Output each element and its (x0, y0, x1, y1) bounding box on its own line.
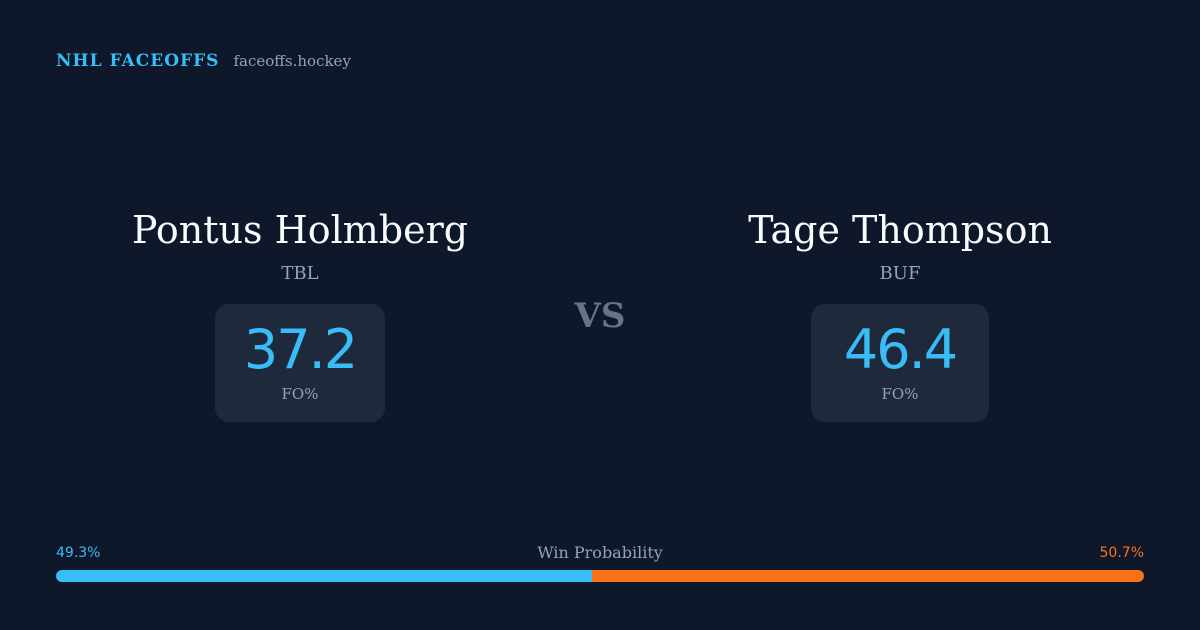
player-left-name: Pontus Holmberg (131, 208, 469, 252)
player-left-team: TBL (281, 263, 319, 284)
win-probability-left-fill (56, 570, 593, 582)
player-right-name: Tage Thompson (748, 208, 1052, 252)
player-right-stat-label: FO% (881, 385, 919, 403)
player-right-team: BUF (879, 263, 921, 284)
brand-title: NHL FACEOFFS (56, 51, 220, 71)
player-left-stat-card: 37.2 FO% (215, 304, 385, 422)
win-probability-bar (56, 570, 1144, 582)
win-probability-left-label: 49.3% (56, 545, 101, 561)
player-right-stat-card: 46.4 FO% (811, 304, 989, 422)
versus-label: VS (574, 296, 626, 336)
player-left-stat-value: 37.2 (243, 318, 358, 381)
player-right: Tage Thompson BUF 46.4 FO% (660, 202, 1140, 422)
win-probability-title: Win Probability (537, 543, 663, 562)
brand-header: NHL FACEOFFS faceoffs.hockey (56, 48, 351, 74)
win-probability-labels: 49.3% Win Probability 50.7% (56, 542, 1144, 564)
brand-domain: faceoffs.hockey (233, 52, 351, 70)
win-probability-right-fill (592, 570, 1144, 582)
player-left-stat-label: FO% (281, 385, 319, 403)
player-left: Pontus Holmberg TBL 37.2 FO% (60, 202, 540, 422)
win-probability-right-label: 50.7% (1099, 545, 1144, 561)
player-right-stat-value: 46.4 (843, 318, 958, 381)
